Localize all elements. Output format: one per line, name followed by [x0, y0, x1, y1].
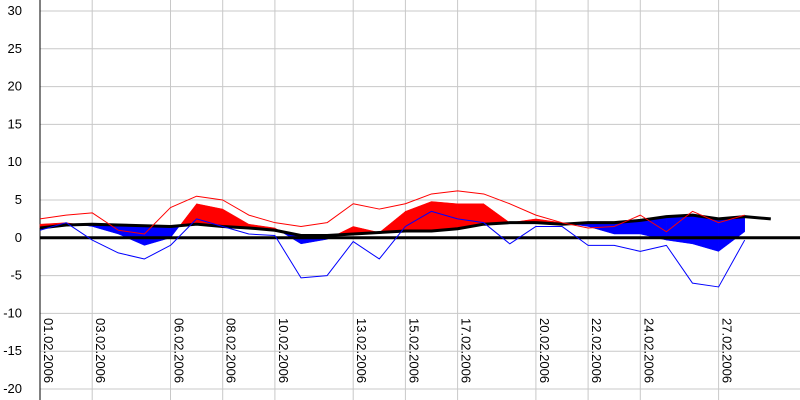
x-tick-label: 20.02.2006 [537, 318, 552, 383]
area-fill [431, 201, 458, 232]
y-tick-label: 20 [8, 79, 22, 94]
y-tick-label: 30 [8, 3, 22, 18]
y-tick-label: -5 [10, 268, 22, 283]
x-tick-label: 08.02.2006 [224, 318, 239, 383]
x-tick-label: 17.02.2006 [459, 318, 474, 383]
area-fill [666, 214, 693, 245]
y-tick-label: 25 [8, 41, 22, 56]
x-tick-label: 03.02.2006 [93, 318, 108, 383]
x-tick-label: 01.02.2006 [41, 318, 56, 383]
area-fill [483, 203, 511, 225]
area-fill [378, 210, 406, 233]
y-tick-label: 0 [15, 230, 22, 245]
area-fill [222, 208, 250, 229]
x-tick-label: 15.02.2006 [406, 318, 421, 383]
area-fill [587, 222, 615, 235]
x-tick-label: 13.02.2006 [354, 318, 369, 383]
series-line [39, 190, 745, 235]
area-fill [405, 201, 432, 232]
x-tick-label: 24.02.2006 [641, 318, 656, 383]
y-tick-label: -20 [3, 381, 22, 396]
x-tick-label: 06.02.2006 [172, 318, 187, 383]
area-fill [179, 203, 197, 226]
x-tick-label: 10.02.2006 [276, 318, 291, 383]
y-tick-label: -15 [3, 343, 22, 358]
area-fill [118, 224, 145, 246]
y-tick-label: -10 [3, 305, 22, 320]
y-tick-label: 10 [8, 154, 22, 169]
series-line [39, 210, 746, 288]
series-line [39, 213, 771, 238]
y-tick-label: 15 [8, 116, 22, 131]
x-tick-label: 22.02.2006 [589, 318, 604, 383]
x-tick-label: 27.02.2006 [720, 318, 735, 383]
y-tick-label: 5 [15, 192, 22, 207]
area-fill [144, 225, 171, 246]
